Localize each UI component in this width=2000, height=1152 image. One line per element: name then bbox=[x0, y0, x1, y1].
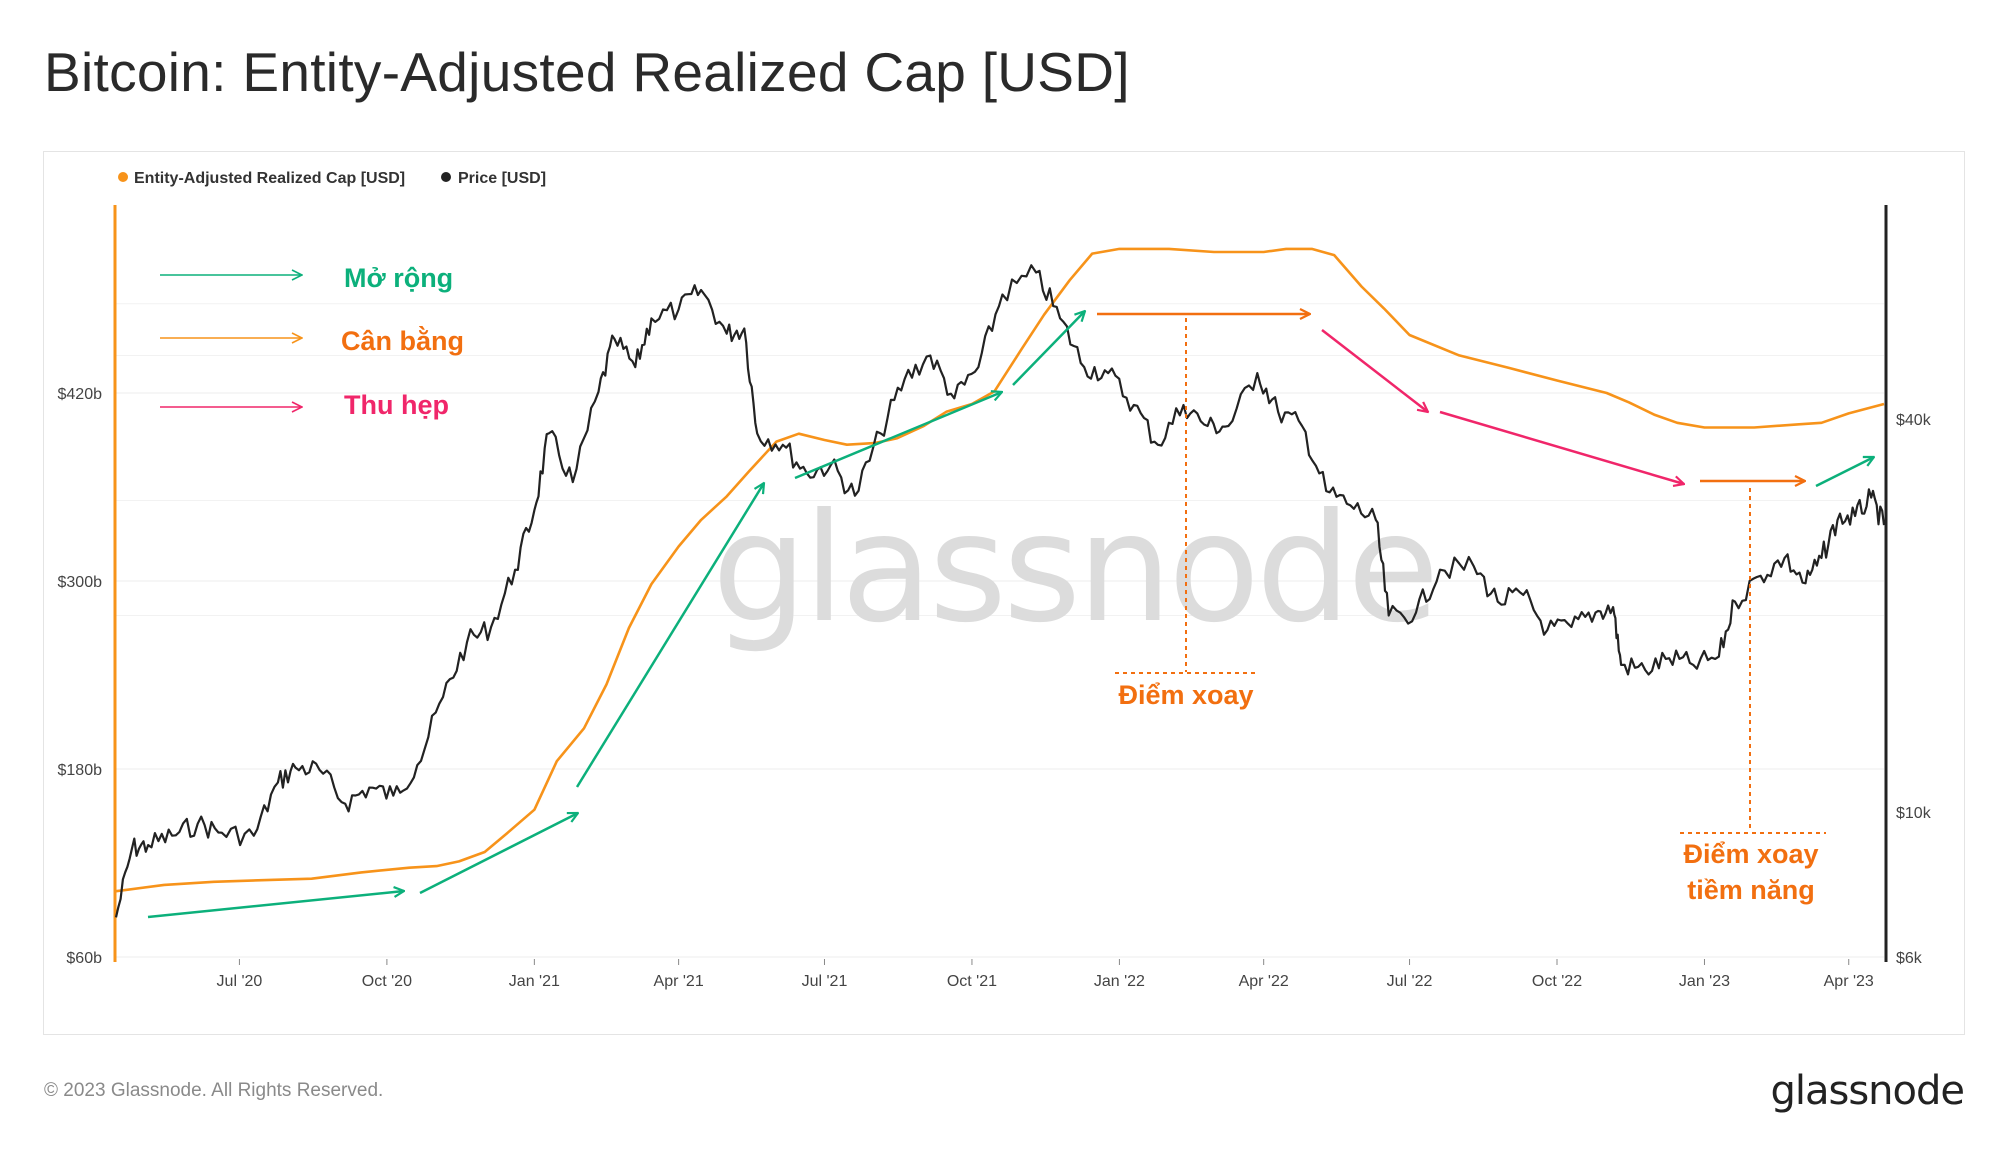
x-tick-label: Apr '23 bbox=[1824, 973, 1874, 990]
series-realized-cap-line bbox=[115, 247, 1885, 893]
expand-key-label: Mở rộng bbox=[344, 263, 453, 293]
glassnode-logo: glassnode bbox=[1770, 1068, 1965, 1114]
left-y-axis: $60b $180b $300b $420b bbox=[58, 386, 103, 967]
expand-arrow-5 bbox=[1012, 311, 1085, 386]
contraction-arrows bbox=[1321, 329, 1684, 484]
expand-arrow-6 bbox=[1815, 455, 1874, 488]
balance-arrows bbox=[1097, 314, 1805, 481]
expand-arrow-2 bbox=[419, 811, 578, 895]
expand-arrow-3 bbox=[575, 483, 764, 788]
x-tick-label: Oct '21 bbox=[947, 973, 997, 990]
balance-key-label: Cân bằng bbox=[341, 325, 464, 356]
x-tick-label: Jan '21 bbox=[509, 973, 560, 990]
potential-pivot-label-1: Điểm xoay bbox=[1683, 839, 1818, 869]
legend-label-realized-cap: Entity-Adjusted Realized Cap [USD] bbox=[134, 170, 405, 187]
y-left-tick-label: $420b bbox=[58, 386, 103, 403]
y-left-tick-label: $180b bbox=[58, 762, 103, 779]
potential-pivot-marker bbox=[1680, 488, 1826, 834]
right-y-axis: $6k $10k $40k bbox=[1896, 412, 1932, 967]
legend-marker-price bbox=[441, 172, 451, 182]
x-tick-label: Apr '21 bbox=[654, 973, 704, 990]
expansion-arrows bbox=[147, 311, 1874, 919]
expand-arrow-1 bbox=[147, 891, 404, 919]
legend-label-price: Price [USD] bbox=[458, 170, 546, 187]
y-right-tick-label: $40k bbox=[1896, 412, 1932, 429]
gridlines bbox=[116, 303, 1884, 958]
x-tick-label: Oct '20 bbox=[362, 973, 412, 990]
watermark: glassnode bbox=[712, 482, 1435, 656]
x-tick-label: Jul '22 bbox=[1387, 973, 1433, 990]
contract-key-label: Thu hẹp bbox=[344, 390, 449, 420]
page-title: Bitcoin: Entity-Adjusted Realized Cap [U… bbox=[44, 41, 1130, 103]
series bbox=[114, 247, 1886, 918]
chart-frame bbox=[43, 151, 1965, 1035]
copyright-footer: © 2023 Glassnode. All Rights Reserved. bbox=[44, 1080, 384, 1101]
contract-arrow-1 bbox=[1321, 329, 1428, 412]
potential-pivot-label-2: tiềm năng bbox=[1687, 875, 1815, 905]
y-left-tick-label: $300b bbox=[58, 574, 103, 591]
x-tick-label: Jul '20 bbox=[217, 973, 263, 990]
pivot-label: Điểm xoay bbox=[1118, 680, 1253, 710]
y-left-tick-label: $60b bbox=[66, 950, 102, 967]
x-tick-label: Oct '22 bbox=[1532, 973, 1582, 990]
expand-arrow-4 bbox=[794, 392, 1002, 480]
x-tick-label: Jan '22 bbox=[1094, 973, 1145, 990]
series-price-line bbox=[114, 264, 1886, 918]
contract-arrow-2 bbox=[1439, 410, 1684, 484]
pivot-marker bbox=[1115, 318, 1258, 674]
x-tick-label: Jan '23 bbox=[1679, 973, 1730, 990]
x-tick-label: Apr '22 bbox=[1239, 973, 1289, 990]
x-axis: Jul '20 Oct '20 Jan '21 Apr '21 Jul '21 Oct '… bbox=[217, 959, 1874, 990]
legend-marker-realized-cap bbox=[118, 172, 128, 182]
y-right-tick-label: $6k bbox=[1896, 950, 1923, 967]
y-right-tick-label: $10k bbox=[1896, 805, 1932, 822]
annotation-key: Mở rộng Cân bằng Thu hẹp bbox=[160, 263, 464, 420]
x-tick-label: Jul '21 bbox=[802, 973, 848, 990]
chart-legend: Entity-Adjusted Realized Cap [USD] Price… bbox=[118, 170, 546, 187]
